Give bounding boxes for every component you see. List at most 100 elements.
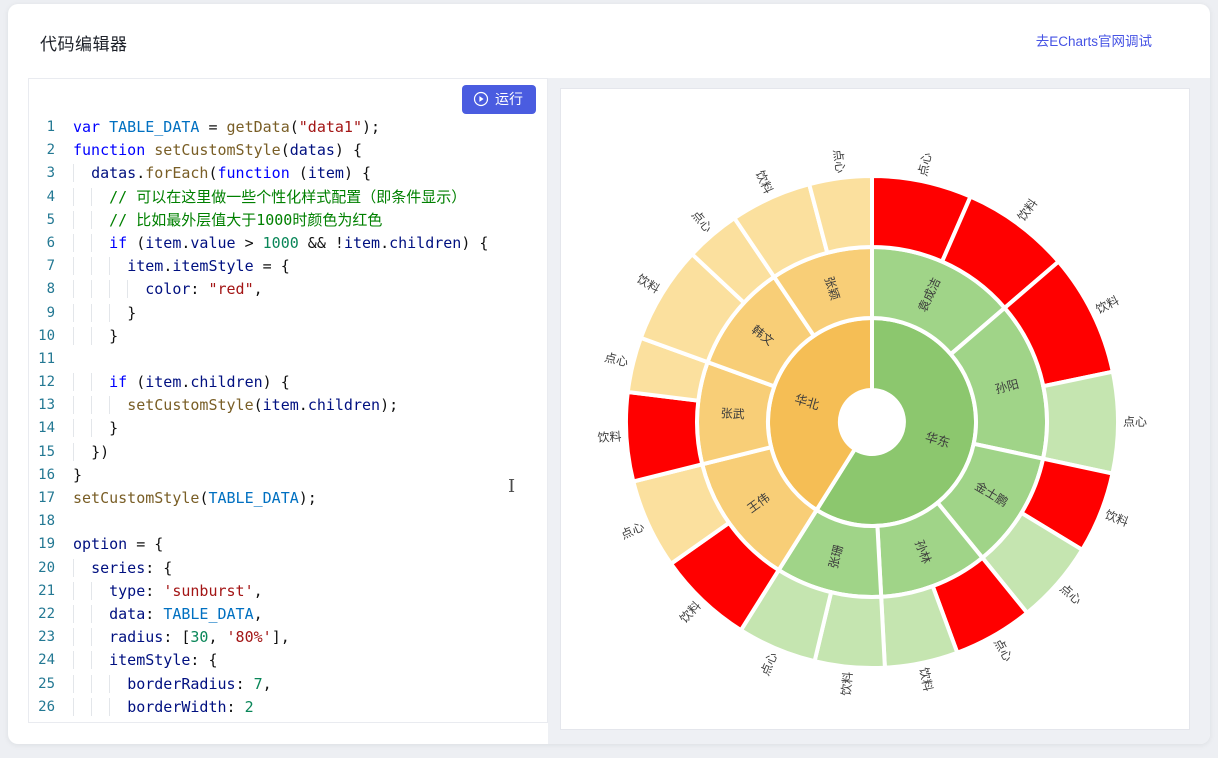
code-line[interactable]: 3 datas.forEach(function (item) {: [29, 162, 547, 185]
code-text: type: 'sunburst',: [73, 580, 263, 603]
code-line[interactable]: 4 // 可以在这里做一些个性化样式配置（即条件显示）: [29, 186, 547, 209]
line-number: 18: [38, 513, 55, 530]
line-number: 22: [38, 605, 55, 622]
code-text: itemStyle: {: [73, 649, 218, 672]
code-line[interactable]: 7 item.itemStyle = {: [29, 255, 547, 278]
code-text: borderWidth: 2: [73, 696, 254, 719]
sunburst-label: 饮料: [597, 429, 622, 444]
editor-window: 代码编辑器 去ECharts官网调试 运行 1 var TABLE_DATA = …: [8, 4, 1210, 744]
sunburst-label: 点心: [830, 148, 847, 174]
code-line[interactable]: 8 color: "red",: [29, 278, 547, 301]
sunburst-label: 饮料: [753, 168, 776, 196]
sunburst-label: 孙阳: [994, 377, 1021, 396]
sunburst-label: 饮料: [1094, 293, 1122, 316]
line-number: 11: [38, 350, 55, 367]
editor-toolbar: 运行: [29, 79, 547, 116]
sunburst-label: 点心: [689, 208, 715, 235]
line-number: 24: [38, 652, 55, 669]
sunburst-label: 点心: [1123, 415, 1147, 429]
line-number: 14: [38, 420, 55, 437]
code-line[interactable]: 16}: [29, 464, 547, 487]
code-line[interactable]: 2 function setCustomStyle(datas) {: [29, 139, 547, 162]
content: 运行 1 var TABLE_DATA = getData("data1"); 2 f…: [8, 78, 1210, 744]
sunburst-label: 点心: [603, 350, 630, 369]
line-number: 19: [38, 536, 55, 553]
run-button-label: 运行: [495, 91, 523, 107]
sunburst-label: 饮料: [1015, 196, 1041, 224]
sunburst-label: 饮料: [677, 599, 704, 626]
line-number: 21: [38, 582, 55, 599]
sunburst-label: 饮料: [634, 272, 662, 296]
code-line[interactable]: 20 series: {: [29, 557, 547, 580]
line-number: 12: [38, 374, 55, 391]
code-line[interactable]: 25 borderRadius: 7,: [29, 673, 547, 696]
code-area[interactable]: 1 var TABLE_DATA = getData("data1"); 2 func…: [29, 116, 547, 719]
sunburst-label: 点心: [991, 636, 1015, 664]
line-number: 9: [46, 304, 55, 321]
line-number: 7: [46, 258, 55, 275]
sunburst-label: 张颖: [822, 275, 842, 302]
line-number: 20: [38, 559, 55, 576]
sunburst-label: 点心: [619, 519, 647, 542]
code-line[interactable]: 6 if (item.value > 1000 && !item.childre…: [29, 232, 547, 255]
sunburst-label: 张珊: [826, 543, 846, 570]
sunburst-chart: 华东 华北 袁成洁 孙阳 金士鹏 孙林 张珊 王伟 张武 韩文 张颖 点心 饮料 饮料 点心 饮料 点心 点心 饮料…: [560, 88, 1190, 730]
code-line[interactable]: 18: [29, 510, 547, 533]
code-line[interactable]: 11: [29, 348, 547, 371]
sunburst-label: 饮料: [917, 666, 936, 692]
code-text: }: [73, 465, 83, 484]
code-text: radius: [30, '80%'],: [73, 626, 290, 649]
code-text: // 比如最外层值大于1000时颜色为红色: [73, 209, 382, 232]
code-line[interactable]: 14 }: [29, 417, 547, 440]
code-text: setCustomStyle(item.children);: [73, 394, 398, 417]
sunburst-segment-点心[interactable]: [807, 174, 874, 255]
sunburst-label: 饮料: [1103, 508, 1130, 530]
code-text: function setCustomStyle(datas) {: [73, 141, 362, 160]
line-number: 23: [38, 629, 55, 646]
run-button[interactable]: 运行: [462, 85, 536, 114]
code-line[interactable]: 12 if (item.children) {: [29, 371, 547, 394]
sunburst-label: 华北: [793, 391, 822, 412]
code-text: item.itemStyle = {: [73, 255, 290, 278]
line-number: 3: [46, 165, 55, 182]
code-line[interactable]: 21 type: 'sunburst',: [29, 580, 547, 603]
code-line[interactable]: 10 }: [29, 325, 547, 348]
code-line[interactable]: 19 option = {: [29, 533, 547, 556]
code-text: if (item.value > 1000 && !item.children)…: [73, 232, 488, 255]
code-text: var TABLE_DATA = getData("data1");: [73, 118, 381, 136]
sunburst-segment-饮料[interactable]: [624, 390, 705, 484]
line-number: 10: [38, 327, 55, 344]
header: 代码编辑器 去ECharts官网调试: [8, 4, 1210, 78]
line-number: 26: [38, 698, 55, 715]
code-text: }: [73, 302, 136, 325]
page-title: 代码编辑器: [40, 35, 128, 54]
code-line[interactable]: 23 radius: [30, '80%'],: [29, 626, 547, 649]
code-line[interactable]: 9 }: [29, 302, 547, 325]
line-number: 4: [46, 188, 55, 205]
code-line[interactable]: 1 var TABLE_DATA = getData("data1");: [29, 116, 547, 139]
code-line[interactable]: 13 setCustomStyle(item.children);: [29, 394, 547, 417]
line-number: 17: [38, 490, 55, 506]
line-number: 8: [46, 281, 55, 298]
code-text: // 可以在这里做一些个性化样式配置（即条件显示）: [73, 186, 466, 209]
sunburst-label: 点心: [916, 151, 935, 177]
code-line[interactable]: 22 data: TABLE_DATA,: [29, 603, 547, 626]
code-text: }): [73, 441, 109, 464]
echarts-site-link[interactable]: 去ECharts官网调试: [1035, 34, 1152, 49]
code-line[interactable]: 26 borderWidth: 2: [29, 696, 547, 719]
line-number: 2: [46, 142, 55, 159]
code-text: datas.forEach(function (item) {: [73, 162, 371, 185]
code-text: if (item.children) {: [73, 371, 290, 394]
code-text: series: {: [73, 557, 172, 580]
line-number: 13: [38, 397, 55, 414]
code-text: option = {: [73, 535, 164, 554]
code-text: data: TABLE_DATA,: [73, 603, 263, 626]
code-text: color: "red",: [73, 278, 263, 301]
sunburst-segment-点心[interactable]: [1041, 369, 1120, 476]
code-line[interactable]: 15 }): [29, 441, 547, 464]
code-line[interactable]: 24 itemStyle: {: [29, 649, 547, 672]
line-number: 16: [38, 466, 55, 483]
code-line[interactable]: 17 setCustomStyle(TABLE_DATA);: [29, 487, 547, 510]
code-line[interactable]: 5 // 比如最外层值大于1000时颜色为红色: [29, 209, 547, 232]
line-number: 5: [46, 211, 55, 228]
